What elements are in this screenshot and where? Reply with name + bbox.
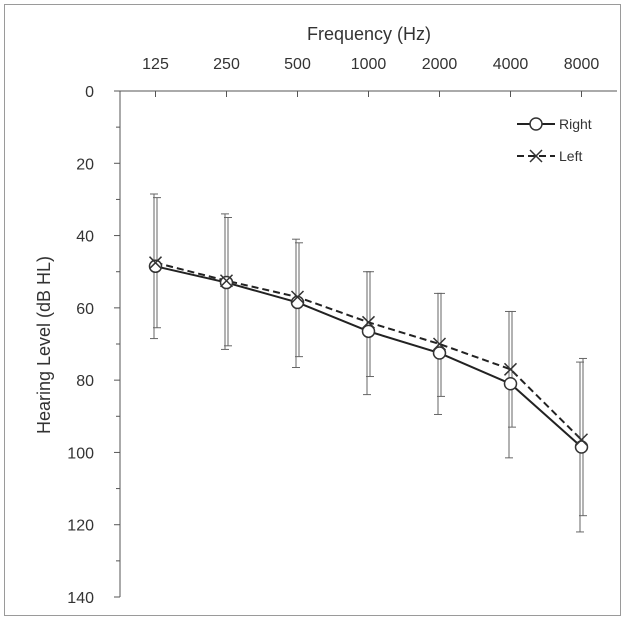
x-marker-stroke	[574, 433, 589, 447]
series-line-left	[155, 261, 583, 441]
data-point-right	[503, 377, 518, 391]
data-point-right	[148, 259, 163, 274]
x-marker-stroke	[432, 337, 447, 351]
data-point-right	[574, 440, 589, 454]
data-point-right	[432, 346, 447, 360]
y-tick-label: 20	[76, 156, 94, 173]
x-marker-stroke	[503, 362, 518, 376]
data-point-left	[361, 315, 376, 329]
data-point-left	[290, 290, 305, 304]
x-marker-stroke	[361, 315, 376, 329]
chart-frame	[4, 4, 621, 616]
y-tick-label: 100	[67, 445, 94, 462]
legend: Right Left	[517, 116, 592, 164]
legend-label: Right	[559, 116, 592, 132]
x-marker-stroke	[290, 290, 305, 304]
data-point-left	[503, 362, 518, 376]
x-marker-stroke	[148, 256, 163, 270]
x-axis-title: Frequency (Hz)	[307, 24, 431, 44]
y-tick-label: 120	[67, 518, 94, 535]
x-tick-label: 4000	[493, 56, 529, 73]
data-point-left	[219, 274, 234, 288]
x-marker-stroke	[219, 274, 234, 288]
x-tick-label: 2000	[422, 56, 458, 73]
legend-marker-right	[529, 117, 543, 131]
plot-area: 0 20 40 60 80 100 120 140 125 250 500 1000 2000 4000 8…	[67, 56, 617, 607]
x-tick-label: 500	[284, 56, 311, 73]
x-tick-label: 1000	[351, 56, 387, 73]
data-point-right	[219, 275, 234, 290]
legend-marker-left	[529, 149, 543, 163]
y-tick-label: 0	[85, 84, 94, 101]
data-point-right	[361, 324, 376, 339]
y-tick-label: 140	[67, 590, 94, 607]
y-tick-label: 60	[76, 301, 94, 318]
y-tick-label: 80	[76, 373, 94, 390]
x-tick-label: 250	[213, 56, 240, 73]
data-point-left	[574, 433, 589, 447]
x-tick-label: 125	[142, 56, 169, 73]
data-point-left	[432, 337, 447, 351]
x-marker-stroke	[529, 149, 543, 163]
y-tick-label: 40	[76, 229, 94, 246]
legend-label: Left	[559, 148, 582, 164]
series-line-right	[155, 265, 583, 448]
data-point-right	[290, 295, 305, 310]
data-point-left	[148, 256, 163, 270]
x-tick-label: 8000	[564, 56, 600, 73]
y-axis-title: Hearing Level (dB HL)	[34, 256, 54, 434]
